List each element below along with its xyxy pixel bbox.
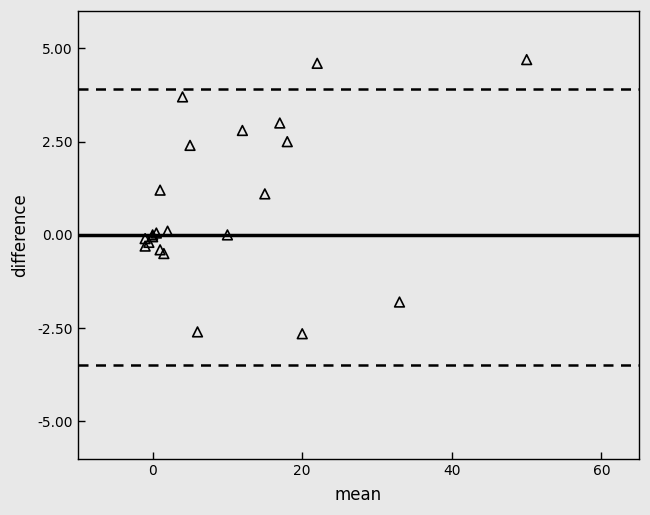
Point xyxy=(222,231,233,239)
Point xyxy=(155,246,165,254)
Point xyxy=(259,190,270,198)
Point xyxy=(192,328,203,336)
Point xyxy=(274,119,285,127)
Point xyxy=(140,234,150,243)
Point xyxy=(144,238,154,247)
Point xyxy=(312,59,322,67)
Point xyxy=(521,56,532,64)
Point xyxy=(148,233,158,241)
Point xyxy=(140,242,150,250)
Point xyxy=(148,231,158,239)
Point xyxy=(282,138,293,146)
Point xyxy=(159,249,169,258)
Point xyxy=(155,186,165,194)
X-axis label: mean: mean xyxy=(335,486,382,504)
Point xyxy=(395,298,405,306)
Point xyxy=(177,93,188,101)
Point xyxy=(162,227,173,235)
Point xyxy=(237,126,248,134)
Point xyxy=(297,330,307,338)
Point xyxy=(185,141,195,149)
Point xyxy=(151,229,162,237)
Y-axis label: difference: difference xyxy=(11,193,29,277)
